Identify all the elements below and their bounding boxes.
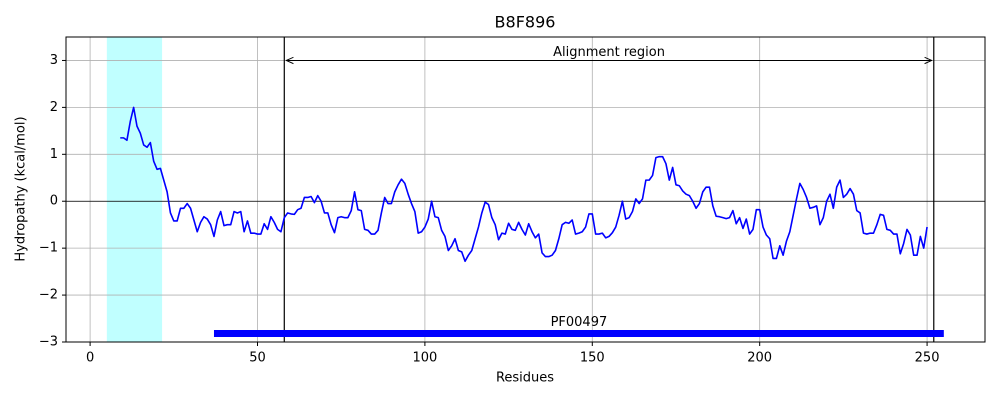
highlight-span xyxy=(106,37,163,342)
x-axis-label: Residues xyxy=(496,371,554,386)
y-tick-label: −1 xyxy=(39,241,58,256)
plot-frame xyxy=(65,36,986,343)
domain-label: PF00497 xyxy=(551,315,608,330)
x-tick-label: 50 xyxy=(249,351,266,366)
x-tick-label: 100 xyxy=(412,351,437,366)
x-tick-label: 200 xyxy=(747,351,772,366)
y-tick-label: −3 xyxy=(39,335,58,350)
alignment-label: Alignment region xyxy=(553,45,665,60)
y-tick-label: 1 xyxy=(50,147,58,162)
x-tick-label: 150 xyxy=(580,351,605,366)
hydropathy-line xyxy=(120,106,928,263)
y-axis-label: Hydropathy (kcal/mol) xyxy=(14,116,29,261)
x-tick-label: 0 xyxy=(86,351,94,366)
chart-title: B8F896 xyxy=(495,13,556,32)
y-tick-label: 3 xyxy=(50,53,58,68)
y-tick-label: 0 xyxy=(50,194,58,209)
y-tick-label: 2 xyxy=(50,100,58,115)
x-tick-label: 250 xyxy=(915,351,940,366)
y-tick-label: −2 xyxy=(39,288,58,303)
